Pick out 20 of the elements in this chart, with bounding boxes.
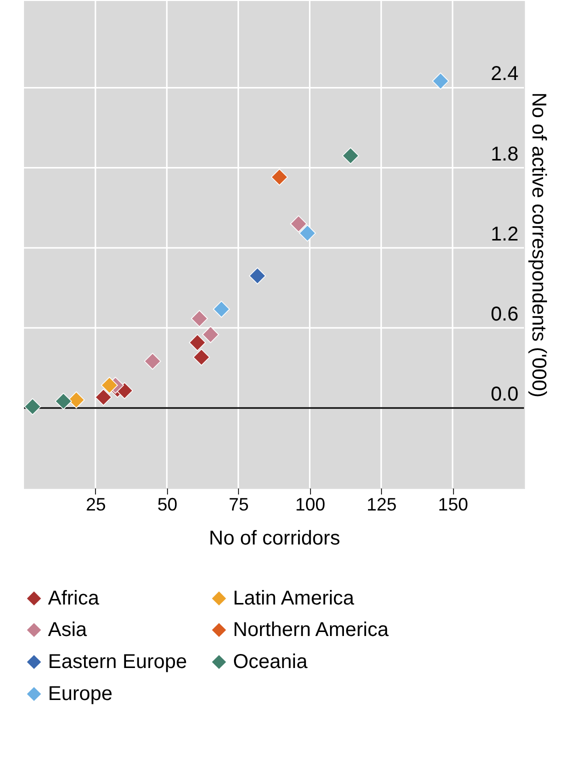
y-tick-label: 2.4 <box>490 63 518 86</box>
y-axis-title: No of active correspondents ('000) <box>528 92 550 398</box>
x-tick-label: 50 <box>157 494 178 514</box>
legend-label: Latin America <box>233 587 356 610</box>
y-tick-label: 1.2 <box>490 223 518 246</box>
legend-label: Asia <box>48 619 88 641</box>
legend-label: Northern America <box>233 619 390 641</box>
y-tick-label: 0.6 <box>490 303 518 326</box>
legend-label: Oceania <box>233 651 308 673</box>
x-tick-label: 75 <box>228 494 249 514</box>
legend-label: Europe <box>48 683 112 705</box>
x-tick-label: 25 <box>86 494 106 514</box>
x-axis-title: No of corridors <box>208 528 340 550</box>
y-tick-label: 0.0 <box>490 383 518 406</box>
x-tick-label: 100 <box>295 494 326 514</box>
x-tick-label: 150 <box>438 494 468 514</box>
legend-label: Eastern Europe <box>48 651 187 673</box>
y-tick-label: 1.8 <box>490 143 518 166</box>
legend-label: Africa <box>48 587 100 610</box>
x-tick-label: 125 <box>366 494 397 514</box>
